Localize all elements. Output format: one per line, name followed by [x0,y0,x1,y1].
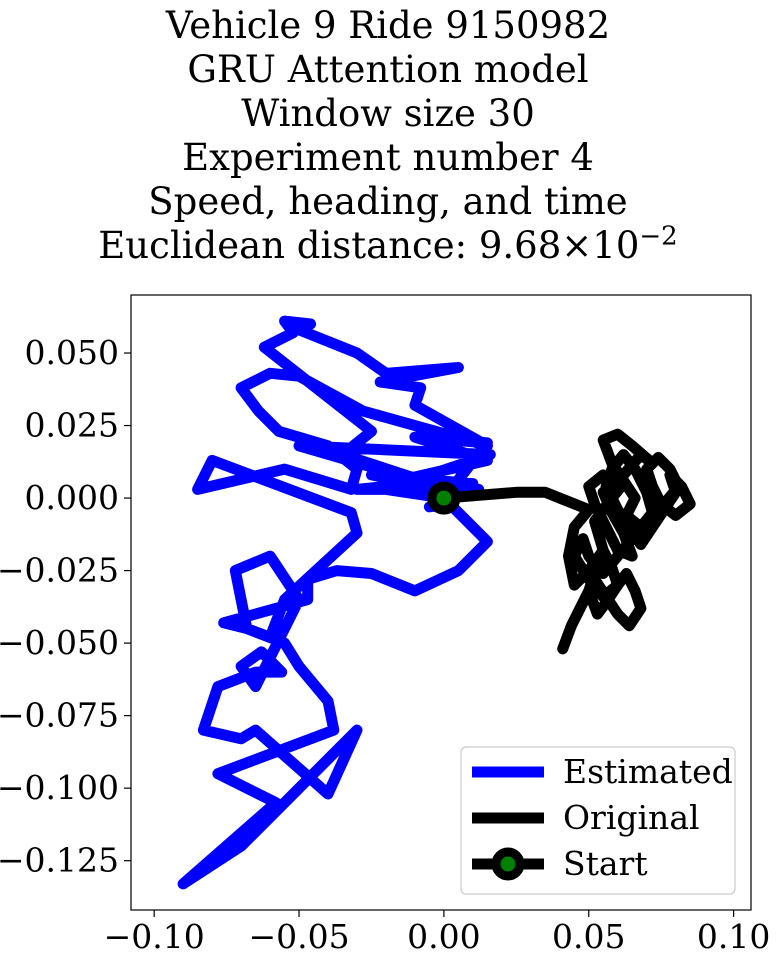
series-layer [177,315,696,890]
metric-label: Euclidean distance: [98,224,479,267]
plot-frame [130,294,752,911]
legend-start-marker [491,847,525,881]
legend-label-estimated: Estimated [563,752,733,791]
title-line-3: Window size 30 [241,92,535,135]
legend-label-original: Original [563,798,700,837]
metric-base: 10 [592,224,640,267]
metric-exponent: −2 [639,221,678,252]
y-tick-label: 0.000 [25,478,119,517]
legend-box [460,746,736,895]
x-tick-label: 0.10 [697,917,770,956]
marker-layer [427,481,461,515]
y-tick-label: 0.025 [25,406,119,445]
x-axis: −0.10 −0.05 0.00 0.05 0.10 [104,910,770,956]
x-tick-label: −0.05 [248,917,349,956]
y-tick-label: −0.025 [0,551,119,590]
metric-mantissa: 9.68 [478,224,562,267]
title-line-5: Speed, heading, and time [148,180,628,223]
x-tick-label: 0.00 [407,917,480,956]
y-tick-label: −0.075 [0,696,119,735]
legend: Estimated Original Start [460,746,736,895]
legend-label-start: Start [563,844,648,883]
title-line-4: Experiment number 4 [182,136,594,179]
metric-times: × [561,224,593,267]
title-line-6: Euclidean distance: 9.68×10−2 [0,224,776,268]
y-tick-label: 0.050 [25,333,119,372]
series-estimated-line [177,315,496,890]
x-tick-label: 0.05 [552,917,625,956]
y-axis: 0.050 0.025 0.000 −0.025 −0.050 −0.075 −0.100 −… [0,333,131,880]
chart-title: Vehicle 9 Ride 9150982 GRU Attention mod… [0,4,776,268]
y-tick-label: −0.125 [0,841,119,880]
x-tick-label: −0.10 [104,917,205,956]
y-tick-label: −0.050 [0,623,119,662]
title-line-2: GRU Attention model [187,48,589,91]
y-tick-label: −0.100 [0,768,119,807]
title-line-1: Vehicle 9 Ride 9150982 [165,4,611,47]
start-marker [427,481,461,515]
series-original-line [438,428,696,655]
